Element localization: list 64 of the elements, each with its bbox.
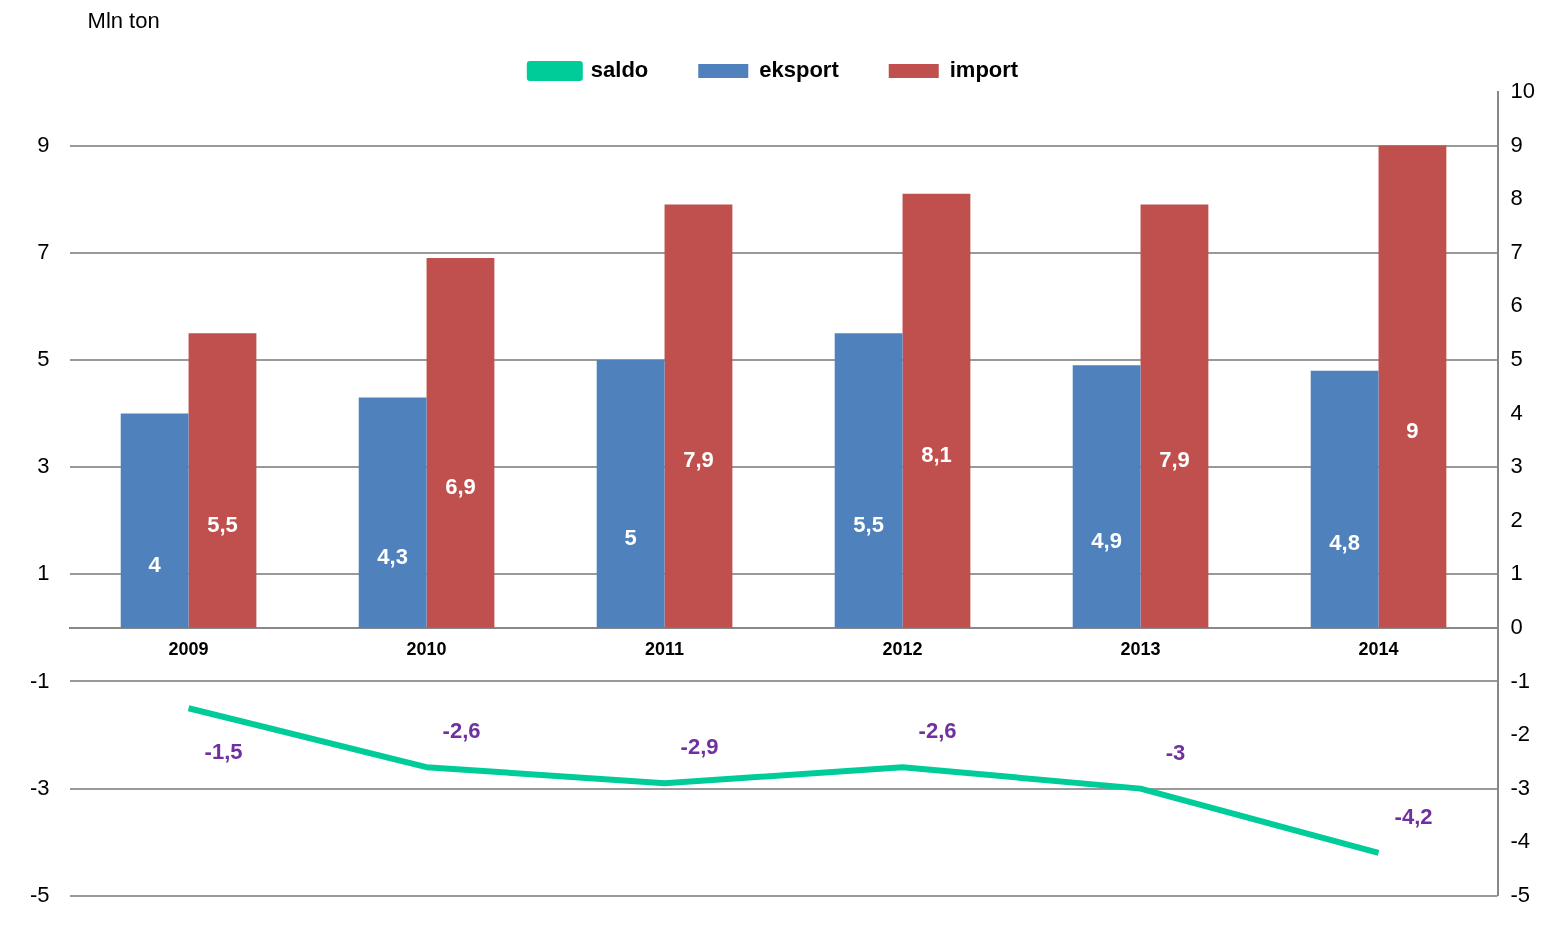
- x-tick-label: 2009: [168, 638, 209, 659]
- bar: [1378, 145, 1447, 628]
- y-tick-label: 3: [37, 453, 50, 479]
- y2-tick-label: 10: [1510, 78, 1536, 104]
- data-label: 5: [624, 524, 637, 550]
- x-tick-label: 2011: [645, 638, 685, 659]
- data-label: 4,3: [377, 543, 408, 569]
- y-tick-label: 9: [37, 131, 50, 157]
- data-label: 5,5: [853, 511, 884, 537]
- bar: [902, 193, 971, 628]
- bar: [1140, 204, 1209, 628]
- y-tick-label: 7: [37, 238, 50, 264]
- x-tick-label: 2010: [406, 638, 447, 659]
- y2-tick-label: 6: [1510, 292, 1523, 318]
- y-axis-title: Mln ton: [87, 8, 160, 34]
- x-tick-label: 2012: [882, 638, 923, 659]
- bar: [188, 333, 257, 628]
- data-label: 6,9: [445, 474, 476, 500]
- legend-label: eksport: [759, 57, 840, 83]
- data-label: -1,5: [204, 739, 243, 765]
- data-label: 7,9: [683, 447, 714, 473]
- bar: [426, 258, 495, 628]
- y2-tick-label: 5: [1510, 346, 1523, 371]
- y2-tick-label: 0: [1510, 613, 1523, 639]
- y2-tick-label: 9: [1510, 131, 1523, 157]
- x-tick-label: 2014: [1358, 638, 1399, 659]
- y2-tick-label: 1: [1510, 560, 1523, 586]
- data-label: 4,8: [1329, 530, 1360, 556]
- data-label: -2,6: [442, 718, 481, 744]
- y2-tick-label: 3: [1510, 453, 1523, 479]
- data-label: 5,5: [207, 511, 238, 537]
- y-tick-label: -5: [30, 881, 50, 907]
- y2-tick-label: -2: [1510, 721, 1531, 747]
- y2-tick-label: 2: [1510, 506, 1523, 532]
- data-label: -4,2: [1394, 803, 1433, 829]
- data-label: 8,1: [921, 441, 952, 467]
- legend-label: import: [949, 57, 1019, 83]
- data-label: -3: [1165, 739, 1186, 765]
- bar: [1072, 365, 1141, 628]
- bar: [596, 359, 665, 628]
- y2-tick-label: 7: [1510, 238, 1523, 264]
- y-tick-label: -1: [30, 667, 50, 693]
- y2-tick-label: 8: [1510, 185, 1523, 211]
- y-tick-label: 1: [37, 560, 50, 586]
- data-label: 4,9: [1091, 527, 1122, 553]
- y2-tick-label: -5: [1510, 881, 1531, 907]
- bar: [834, 333, 903, 628]
- bar: [664, 204, 733, 628]
- legend-label: saldo: [590, 57, 649, 83]
- x-tick-label: 2013: [1120, 638, 1161, 659]
- bar: [120, 413, 189, 628]
- data-label: 9: [1406, 417, 1419, 443]
- data-label: -2,9: [680, 734, 719, 760]
- bar: [358, 397, 427, 628]
- bar: [1310, 370, 1379, 628]
- data-label: -2,6: [918, 718, 957, 744]
- data-label: 7,9: [1159, 447, 1190, 473]
- y2-tick-label: -3: [1510, 774, 1531, 800]
- y-tick-label: 5: [37, 346, 50, 371]
- y2-tick-label: -1: [1510, 667, 1531, 693]
- y-tick-label: -3: [30, 774, 50, 800]
- y2-tick-label: 4: [1510, 399, 1523, 425]
- data-label: 4: [148, 551, 162, 577]
- y2-tick-label: -4: [1510, 828, 1531, 854]
